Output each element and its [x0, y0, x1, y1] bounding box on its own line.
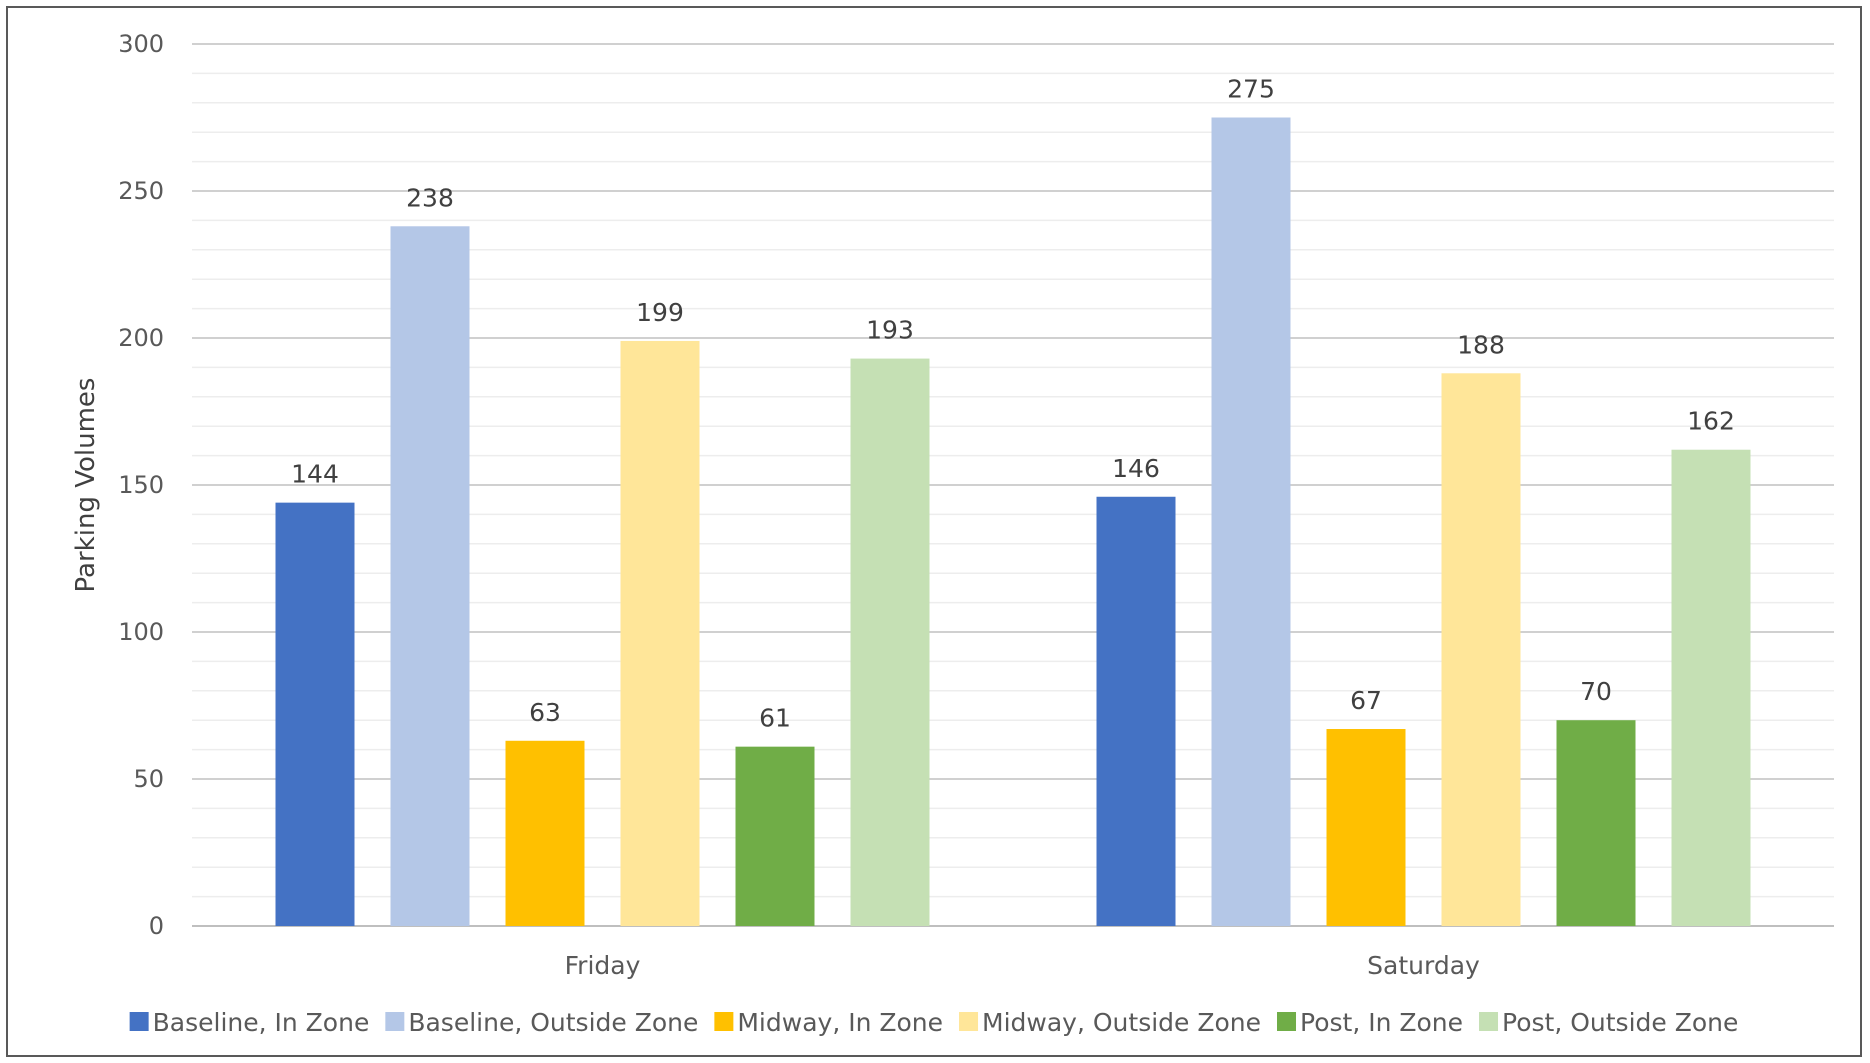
- y-tick-label: 100: [118, 618, 164, 646]
- legend-label: Midway, In Zone: [737, 1008, 943, 1037]
- bar-chart: 0 50 100 150 200 250 300 144 238 63 199 61 193 146 27…: [71, 30, 1834, 1037]
- y-axis-title: Parking Volumes: [71, 378, 101, 593]
- data-label: 238: [406, 183, 454, 212]
- legend-label: Post, Outside Zone: [1502, 1008, 1738, 1037]
- data-label: 67: [1350, 686, 1382, 715]
- data-label: 63: [529, 698, 561, 727]
- data-label: 199: [636, 298, 684, 327]
- data-label: 144: [291, 460, 339, 489]
- bars: [275, 117, 1751, 927]
- y-tick-label: 300: [118, 30, 164, 58]
- data-label: 70: [1580, 677, 1612, 706]
- bar: [1096, 496, 1176, 926]
- chart-frame: 0 50 100 150 200 250 300 144 238 63 199 61 193 146 27…: [6, 6, 1862, 1057]
- y-axis-ticks: 0 50 100 150 200 250 300: [118, 30, 164, 940]
- data-labels: 144 238 63 199 61 193 146 275 67 188 70 162: [291, 75, 1735, 733]
- legend-swatch: [714, 1012, 734, 1031]
- bar: [620, 340, 700, 926]
- data-label: 146: [1112, 454, 1160, 483]
- data-label: 193: [866, 316, 914, 345]
- bar: [1556, 720, 1636, 926]
- bar: [505, 740, 585, 926]
- data-label: 162: [1687, 407, 1735, 436]
- legend: Baseline, In Zone Baseline, Outside Zone M…: [129, 1008, 1738, 1037]
- x-category-label: Saturday: [1367, 951, 1480, 980]
- y-tick-label: 200: [118, 324, 164, 352]
- legend-label: Midway, Outside Zone: [982, 1008, 1261, 1037]
- bar: [390, 226, 470, 926]
- data-label: 188: [1457, 330, 1505, 359]
- y-tick-label: 0: [149, 912, 164, 940]
- bar: [1211, 117, 1291, 926]
- bar: [1441, 373, 1521, 926]
- legend-swatch: [959, 1012, 979, 1031]
- legend-swatch: [385, 1012, 405, 1031]
- data-label: 275: [1227, 75, 1275, 104]
- data-label: 61: [759, 704, 791, 733]
- x-category-label: Friday: [565, 951, 641, 980]
- legend-label: Baseline, Outside Zone: [408, 1008, 698, 1037]
- bar: [275, 502, 355, 926]
- legend-swatch: [1479, 1012, 1499, 1031]
- legend-label: Post, In Zone: [1300, 1008, 1463, 1037]
- legend-label: Baseline, In Zone: [153, 1008, 370, 1037]
- bar: [850, 358, 930, 927]
- bar: [1671, 449, 1751, 926]
- bar: [1326, 729, 1406, 926]
- legend-swatch: [1277, 1012, 1297, 1031]
- y-tick-label: 50: [133, 765, 164, 793]
- y-tick-label: 250: [118, 177, 164, 205]
- y-tick-label: 150: [118, 471, 164, 499]
- bar: [735, 746, 815, 926]
- legend-swatch: [129, 1012, 149, 1031]
- x-axis-categories: Friday Saturday: [565, 951, 1480, 980]
